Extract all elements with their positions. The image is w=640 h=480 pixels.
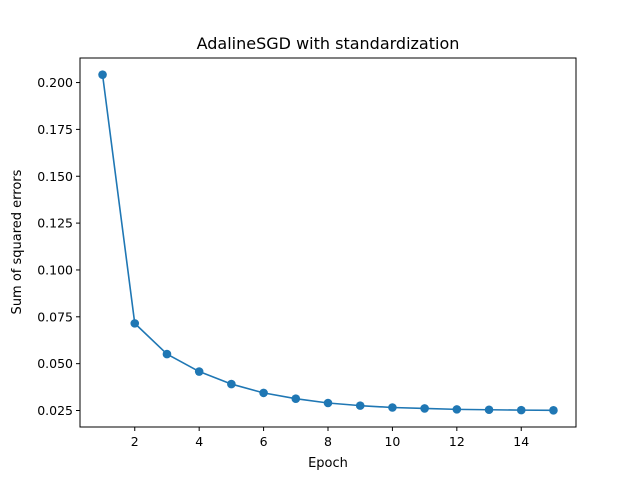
x-tick-label: 10 [384,434,400,449]
x-tick-label: 12 [449,434,465,449]
data-point-marker [388,403,397,412]
data-point-marker [516,405,526,415]
y-tick-label: 0.175 [37,122,73,137]
x-tick-label: 4 [195,434,203,449]
y-axis-label: Sum of squared errors [10,169,25,314]
data-point-marker [484,405,494,415]
y-axis: 0.025 0.050 0.075 0.100 0.125 0.150 0.175 0.200 [37,75,80,418]
data-point-marker [98,70,107,79]
y-tick-label: 0.075 [37,309,73,324]
data-point-marker [259,388,268,398]
data-point-marker [420,404,429,413]
x-tick-label: 2 [131,434,139,449]
y-tick-label: 0.150 [37,169,73,184]
x-tick-label: 14 [513,434,529,449]
data-point-marker [162,349,172,359]
y-tick-label: 0.050 [37,356,73,371]
data-point-marker [291,394,301,404]
data-point-marker [452,405,462,414]
data-point-marker [130,319,140,328]
x-axis: 2 4 6 8 10 12 14 [131,427,529,449]
y-tick-label: 0.100 [37,262,73,277]
x-tick-label: 8 [324,434,332,449]
x-tick-label: 6 [260,434,268,449]
data-point-marker [194,367,204,376]
data-point-marker [227,379,236,389]
y-tick-label: 0.200 [37,75,73,90]
y-tick-label: 0.125 [37,216,73,231]
y-tick-label: 0.025 [37,403,73,418]
series-layer [98,70,558,415]
series-line [101,74,554,412]
data-point-marker [549,406,558,415]
data-point-marker [323,398,333,408]
x-axis-label: Epoch [308,456,348,471]
data-point-marker [355,401,365,410]
chart-title: AdalineSGD with standardization [197,34,460,53]
plot-area-frame [79,57,577,428]
